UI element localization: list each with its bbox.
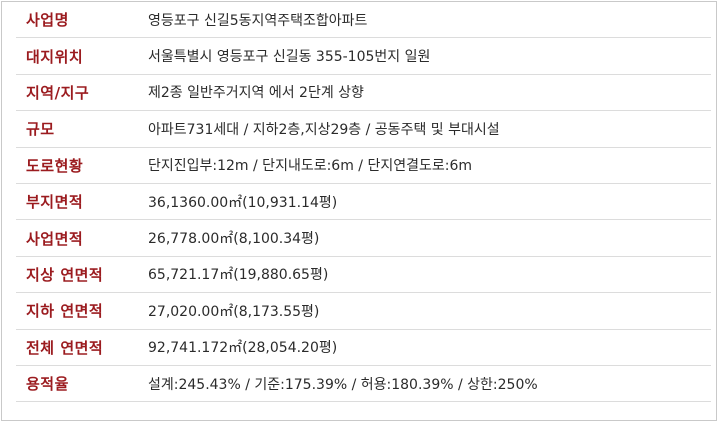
spec-row-project-area: 사업면적 26,778.00㎡(8,100.34평)	[16, 220, 711, 257]
spec-label: 지역/지구	[26, 83, 90, 102]
spec-row-floor-area-ratio: 용적율 설계:245.43% / 기준:175.39% / 허용:180.39%…	[16, 366, 711, 403]
spec-label: 전체 연면적	[26, 338, 104, 357]
spec-value: 65,721.17㎡(19,880.65평)	[148, 267, 329, 284]
spec-label: 대지위치	[26, 47, 84, 66]
project-spec-table: 사업명 영등포구 신길5동지역주택조합아파트 대지위치 서울특별시 영등포구 신…	[16, 2, 711, 403]
spec-row-zoning: 지역/지구 제2종 일반주거지역 에서 2단계 상향	[16, 75, 711, 112]
spec-value: 단지진입부:12m / 단지내도로:6m / 단지연결도로:6m	[148, 158, 473, 175]
spec-value: 영등포구 신길5동지역주택조합아파트	[148, 12, 368, 29]
spec-label: 도로현황	[26, 156, 84, 175]
spec-value: 설계:245.43% / 기준:175.39% / 허용:180.39% / 상…	[148, 376, 538, 393]
spec-value: 27,020.00㎡(8,173.55평)	[148, 303, 320, 320]
spec-label: 용적율	[26, 375, 69, 394]
spec-label: 부지면적	[26, 193, 84, 212]
spec-label: 지하 연면적	[26, 302, 104, 321]
spec-row-project-name: 사업명 영등포구 신길5동지역주택조합아파트	[16, 2, 711, 39]
spec-value: 서울특별시 영등포구 신길동 355-105번지 일원	[148, 49, 431, 66]
spec-label: 규모	[26, 120, 55, 139]
spec-value: 아파트731세대 / 지하2층,지상29층 / 공동주택 및 부대시설	[148, 121, 500, 138]
spec-row-underground-floor-area: 지하 연면적 27,020.00㎡(8,173.55평)	[16, 293, 711, 330]
spec-row-site-area: 부지면적 36,1360.00㎡(10,931.14평)	[16, 184, 711, 221]
spec-row-site-location: 대지위치 서울특별시 영등포구 신길동 355-105번지 일원	[16, 38, 711, 75]
spec-label: 사업명	[26, 11, 69, 30]
spec-row-scale: 규모 아파트731세대 / 지하2층,지상29층 / 공동주택 및 부대시설	[16, 111, 711, 148]
spec-value: 26,778.00㎡(8,100.34평)	[148, 231, 320, 248]
spec-value: 92,741.172㎡(28,054.20평)	[148, 340, 338, 357]
spec-value: 제2종 일반주거지역 에서 2단계 상향	[148, 85, 364, 102]
spec-label: 사업면적	[26, 229, 84, 248]
spec-row-roads: 도로현황 단지진입부:12m / 단지내도로:6m / 단지연결도로:6m	[16, 148, 711, 184]
spec-label: 지상 연면적	[26, 265, 104, 284]
spec-row-above-ground-floor-area: 지상 연면적 65,721.17㎡(19,880.65평)	[16, 257, 711, 294]
spec-value: 36,1360.00㎡(10,931.14평)	[148, 194, 338, 211]
spec-row-total-floor-area: 전체 연면적 92,741.172㎡(28,054.20평)	[16, 330, 711, 366]
